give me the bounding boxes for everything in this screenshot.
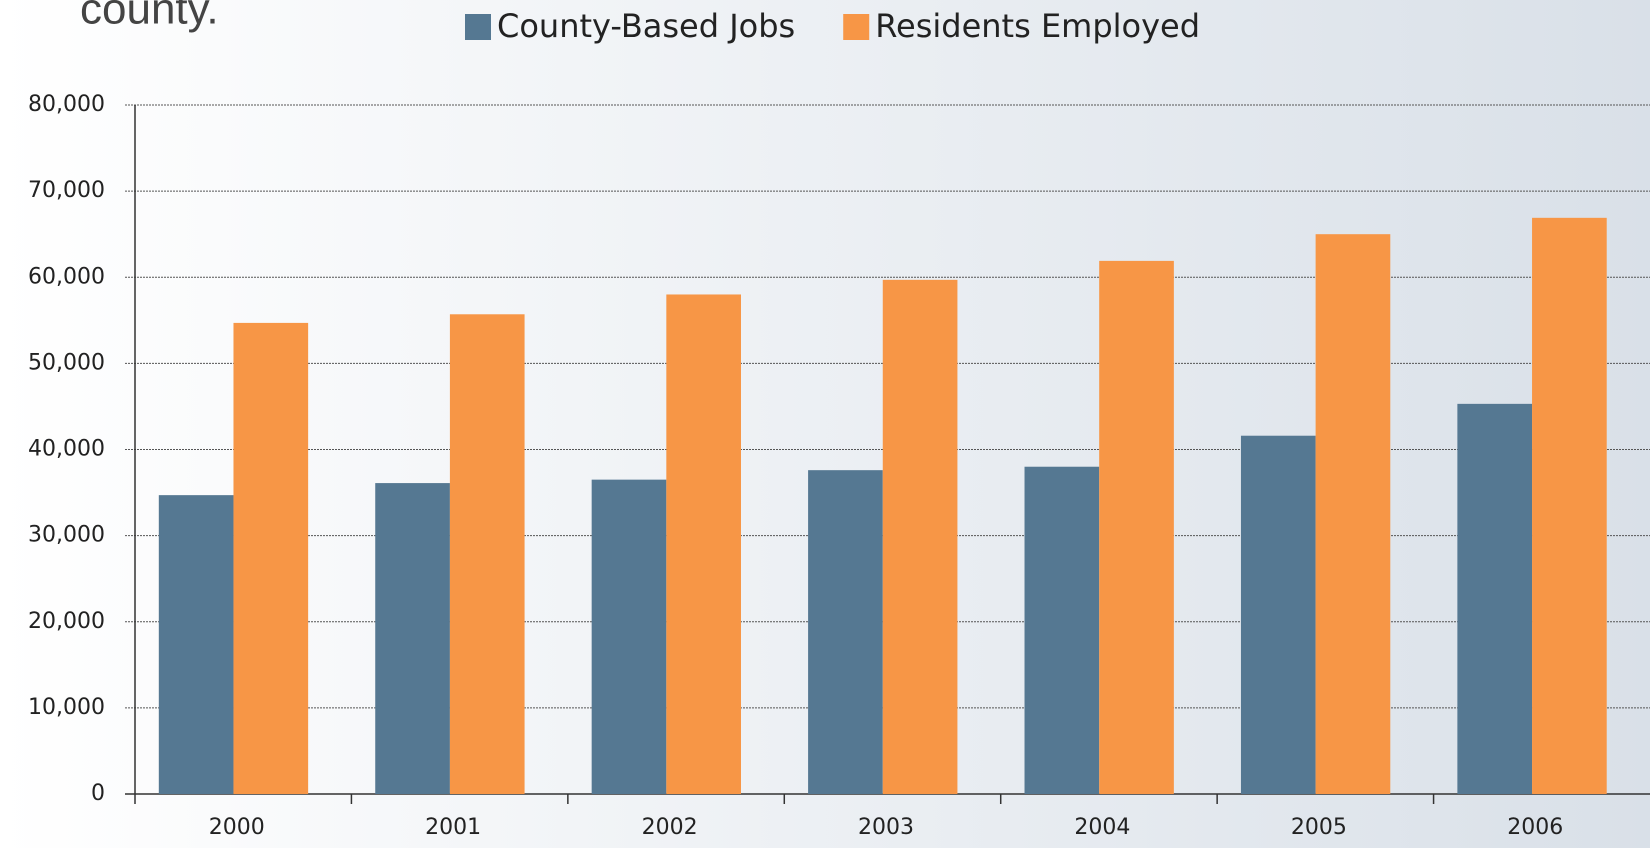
y-tick-label: 0	[91, 781, 105, 806]
chart-title: county.	[80, 0, 219, 34]
bar	[666, 294, 741, 794]
x-tick-label: 2006	[1507, 815, 1563, 840]
bar	[1240, 435, 1316, 794]
y-tick-label: 80,000	[28, 92, 105, 117]
x-tick-label: 2003	[858, 815, 914, 840]
y-tick-label: 20,000	[28, 609, 105, 634]
x-tick-label: 2005	[1291, 815, 1347, 840]
x-tick-label: 2004	[1074, 815, 1130, 840]
y-tick-label: 10,000	[28, 695, 105, 720]
bar	[591, 479, 667, 794]
bar	[233, 322, 309, 794]
y-tick-label: 30,000	[28, 523, 105, 548]
bar	[1532, 217, 1607, 795]
legend-swatch	[843, 14, 870, 40]
x-tick-label: 2002	[642, 815, 698, 840]
y-tick-label: 70,000	[28, 178, 105, 203]
bar	[808, 470, 883, 794]
y-tick-label: 50,000	[28, 350, 105, 375]
y-tick-label: 40,000	[28, 437, 105, 462]
bar	[158, 495, 234, 794]
legend-label: Residents Employed	[875, 7, 1200, 45]
bar	[1315, 234, 1391, 794]
bar	[1457, 403, 1533, 794]
bar	[882, 279, 958, 794]
bar	[1099, 260, 1174, 795]
legend-swatch	[465, 14, 491, 40]
bar	[375, 483, 450, 794]
x-tick-label: 2001	[425, 815, 481, 840]
bar	[449, 314, 525, 794]
x-tick-label: 2000	[209, 815, 265, 840]
y-tick-label: 60,000	[28, 264, 105, 289]
legend-label: County-Based Jobs	[497, 7, 795, 45]
bar	[1024, 466, 1100, 794]
